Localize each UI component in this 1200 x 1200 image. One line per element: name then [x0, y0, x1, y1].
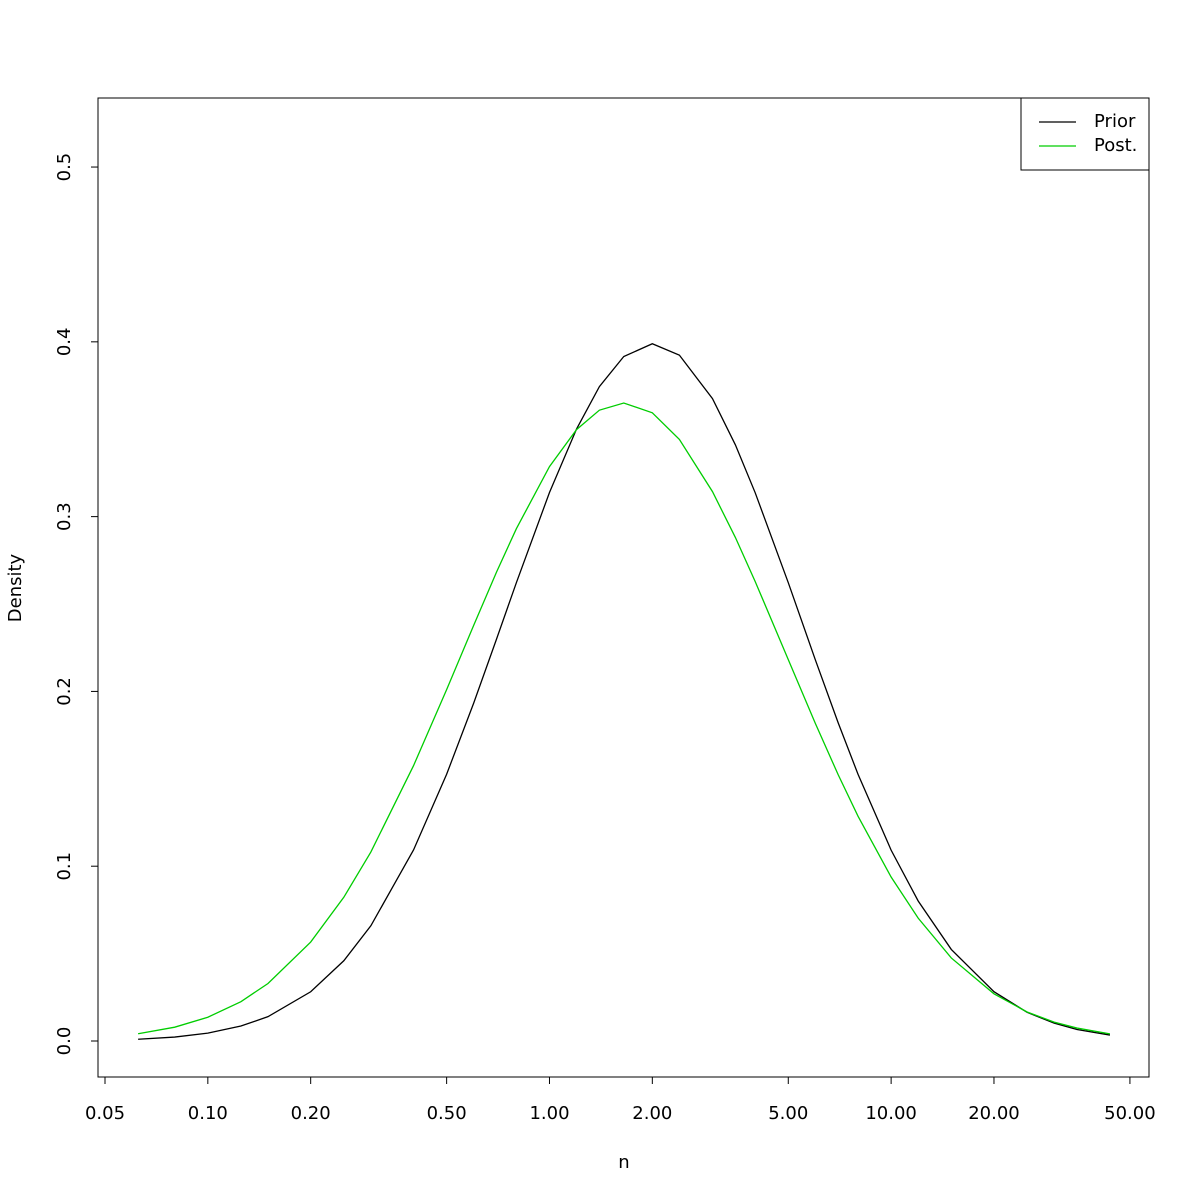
legend-label: Prior	[1094, 111, 1136, 132]
x-tick-label: 10.00	[865, 1103, 917, 1124]
x-tick-label: 50.00	[1104, 1103, 1156, 1124]
y-tick-label: 0.2	[54, 677, 75, 706]
x-tick-label: 20.00	[968, 1103, 1020, 1124]
plot-box	[97, 97, 1150, 1078]
x-axis-label: n	[618, 1152, 629, 1173]
y-tick-label: 0.0	[54, 1027, 75, 1056]
legend-label: Post.	[1094, 135, 1137, 156]
y-tick-label: 0.4	[54, 328, 75, 357]
x-tick-label: 0.05	[85, 1103, 125, 1124]
x-tick-label: 0.20	[291, 1103, 331, 1124]
series-line	[138, 343, 1111, 1040]
x-tick-label: 1.00	[529, 1103, 569, 1124]
x-tick-label: 0.50	[427, 1103, 467, 1124]
y-tick-label: 0.1	[54, 852, 75, 881]
x-tick-label: 0.10	[188, 1103, 228, 1124]
y-axis-label: Density	[5, 553, 26, 622]
y-tick-label: 0.3	[54, 502, 75, 531]
series-line	[137, 402, 1111, 1035]
legend-box	[1020, 97, 1150, 171]
y-tick-label: 0.5	[54, 153, 75, 182]
x-tick-label: 5.00	[768, 1103, 808, 1124]
x-tick-label: 2.00	[632, 1103, 672, 1124]
